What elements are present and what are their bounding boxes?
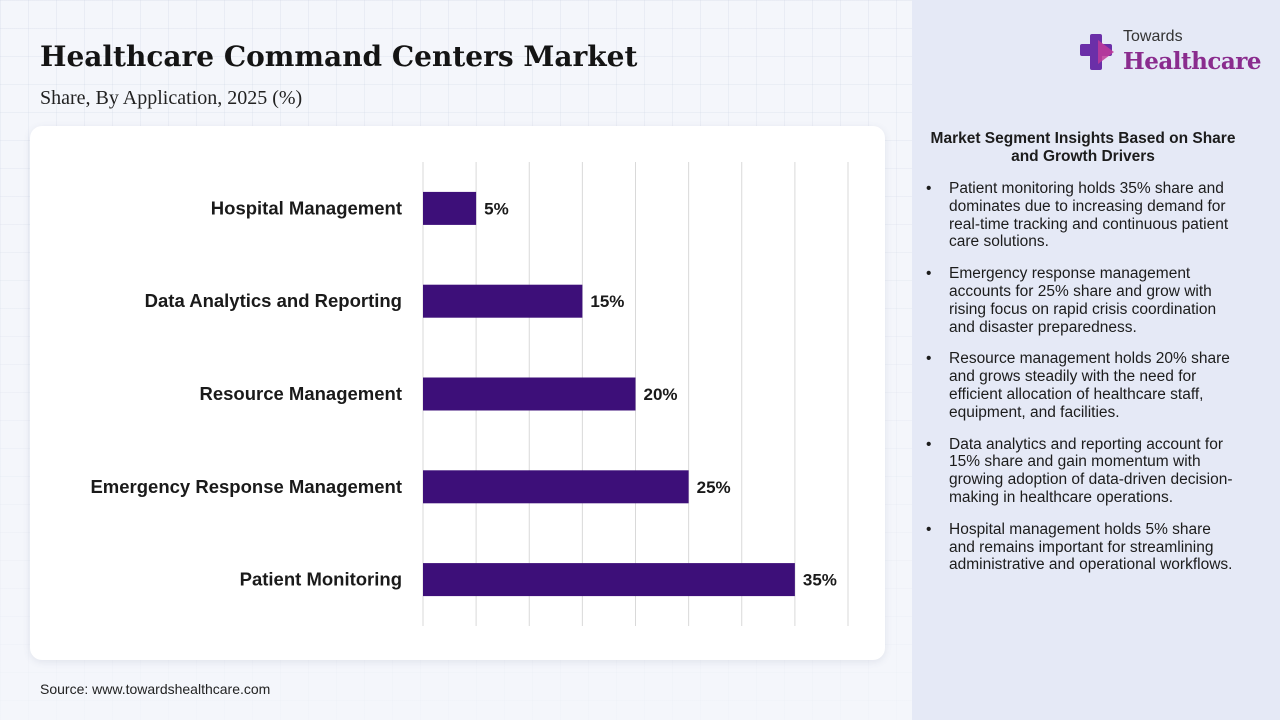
chart-bars: Hospital Management 5% Data Analytics and … (90, 191, 837, 597)
cross-logo-icon (1080, 34, 1114, 70)
value-label: 35% (803, 571, 837, 590)
insight-item: • Resource management holds 20% share and… (926, 350, 1238, 421)
insights-title: Market Segment Insights Based on Share a… (930, 130, 1236, 165)
bar (423, 284, 583, 318)
bullet-icon: • (926, 350, 932, 368)
insight-item: • Patient monitoring holds 35% share and … (926, 180, 1238, 251)
insight-text: Patient monitoring holds 35% share and d… (949, 180, 1229, 251)
bullet-icon: • (926, 265, 932, 283)
insight-item: • Emergency response management accounts … (926, 265, 1238, 336)
insight-text: Hospital management holds 5% share and r… (949, 520, 1233, 574)
insight-text: Data analytics and reporting account for… (949, 435, 1233, 506)
brand-logo: Towards Healthcare (1078, 26, 1268, 78)
insight-text: Resource management holds 20% share and … (949, 350, 1230, 421)
category-label: Patient Monitoring (240, 569, 402, 590)
insights-panel (912, 0, 1280, 720)
category-label: Data Analytics and Reporting (145, 290, 402, 311)
logo-main-text: Healthcare (1123, 48, 1262, 75)
value-label: 20% (644, 385, 678, 404)
bar (423, 470, 689, 504)
bar-chart: Hospital Management 5% Data Analytics and … (90, 162, 849, 626)
bar (423, 377, 636, 411)
source-note: Source: www.towardshealthcare.com (40, 681, 271, 697)
value-label: 15% (590, 292, 624, 311)
chart-card: Hospital Management 5% Data Analytics and … (30, 126, 885, 660)
value-label: 25% (697, 478, 731, 497)
category-label: Resource Management (199, 383, 402, 404)
value-label: 5% (484, 199, 509, 218)
bullet-icon: • (926, 180, 932, 197)
logo-top-text: Towards (1123, 28, 1183, 45)
category-label: Emergency Response Management (90, 476, 402, 497)
page-subtitle: Share, By Application, 2025 (%) (40, 87, 303, 109)
insight-item: • Hospital management holds 5% share and … (926, 521, 1238, 574)
bullet-icon: • (926, 520, 932, 538)
page-title: Healthcare Command Centers Market (40, 40, 638, 73)
insights-list: • Patient monitoring holds 35% share and … (926, 180, 1238, 588)
category-label: Hospital Management (211, 197, 402, 218)
insight-text: Emergency response management accounts f… (949, 265, 1217, 336)
bar (423, 563, 795, 597)
chart-gridlines (422, 162, 849, 626)
insight-item: • Data analytics and reporting account fo… (926, 436, 1238, 507)
bullet-icon: • (926, 435, 932, 453)
bar (423, 191, 477, 225)
